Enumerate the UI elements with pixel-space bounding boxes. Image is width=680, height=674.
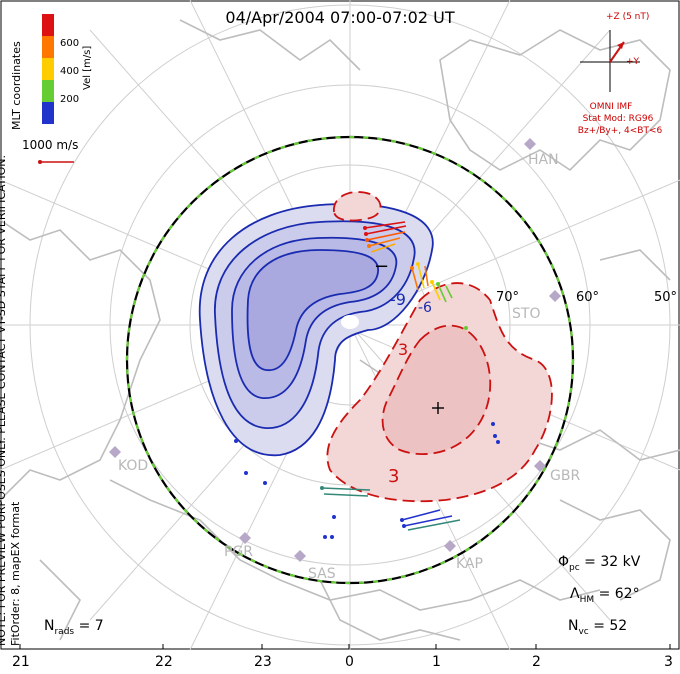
preview-note: NOTE: FOR PREVIEW PURPOSES ONLY. PLEASE … — [0, 154, 8, 646]
mlt-label-3: 3 — [664, 654, 673, 670]
station-kod: KOD — [118, 458, 149, 474]
cpcp-readout: Φpc = 32 kV — [558, 554, 640, 573]
station-markers — [109, 138, 561, 562]
mlt-label-23: 23 — [254, 654, 272, 670]
nrads-symbol: N — [44, 618, 55, 634]
station-sto: STO — [512, 306, 541, 322]
hm-latitude-readout: ΛHM = 62° — [570, 586, 640, 605]
colorbar-tick-400: 400 — [60, 66, 80, 77]
contour-label-3b: 3 — [388, 466, 400, 487]
hm-symbol: Λ — [570, 586, 580, 602]
velocity-vectors — [234, 221, 500, 539]
potential-min-mark: − — [374, 256, 390, 277]
latitude-label-70: 70° — [496, 290, 520, 305]
latitude-label-50: 50° — [654, 290, 678, 305]
colorbar-tick-600: 600 — [60, 38, 80, 49]
station-kap: KAP — [456, 556, 483, 572]
nvc-symbol: N — [568, 618, 579, 634]
cpcp-value: = 32 kV — [584, 554, 641, 570]
contour-label-neg6: -6 — [418, 300, 432, 316]
negative-potential-cell — [198, 203, 434, 456]
station-han: HAN — [528, 152, 559, 168]
colorbar-unit-label: Vel [m/s] — [82, 45, 93, 90]
positive-potential-cell — [326, 191, 553, 503]
nvc-value: = 52 — [593, 618, 628, 634]
nrads-value: = 7 — [78, 618, 104, 634]
station-sas: SAS — [308, 566, 336, 582]
imf-z-label: +Z (5 nT) — [606, 12, 650, 22]
mlt-label-22: 22 — [155, 654, 173, 670]
hm-subscript: HM — [579, 594, 595, 605]
nrads-readout: Nrads = 7 — [44, 618, 104, 637]
mlt-label-2: 2 — [532, 654, 541, 670]
nvc-readout: Nvc = 52 — [568, 618, 627, 637]
latitude-label-60: 60° — [576, 290, 600, 305]
imf-source: OMNI IMF — [589, 102, 633, 112]
contour-label-3a: 3 — [398, 340, 409, 359]
stat-model: Stat Mod: RG96 — [582, 114, 654, 124]
mlt-label-1: 1 — [432, 654, 441, 670]
nrads-subscript: rads — [54, 626, 75, 637]
potential-extreme-marks — [432, 402, 444, 414]
reference-vector — [38, 160, 74, 164]
hm-boundary-dash — [125, 135, 575, 585]
station-pgr: PGR — [224, 544, 254, 560]
nvc-subscript: vc — [578, 626, 589, 637]
velocity-colorbar-blue — [42, 102, 54, 124]
imf-y-label: +Y — [626, 57, 640, 67]
mlt-label-0: 0 — [345, 654, 354, 670]
imf-dial — [580, 30, 640, 92]
reference-vector-label: 1000 m/s — [22, 138, 79, 152]
colorbar-tick-200: 200 — [60, 94, 80, 105]
cpcp-subscript: pc — [569, 562, 580, 573]
cpcp-symbol: Φ — [558, 554, 570, 570]
coords-label: MLT coordinates — [10, 41, 23, 130]
station-gbr: GBR — [550, 468, 581, 484]
hm-value: = 62° — [598, 586, 640, 602]
contour-label-neg9: -9 — [390, 290, 406, 309]
mlt-ticks — [19, 644, 671, 649]
map-title: 04/Apr/2004 07:00-07:02 UT — [225, 8, 455, 27]
mlt-label-21: 21 — [12, 654, 30, 670]
fit-order-note: FitOrder: 8, mapEX format — [9, 501, 22, 646]
stat-condition: Bz+/By+, 4<BT<6 — [577, 126, 663, 136]
